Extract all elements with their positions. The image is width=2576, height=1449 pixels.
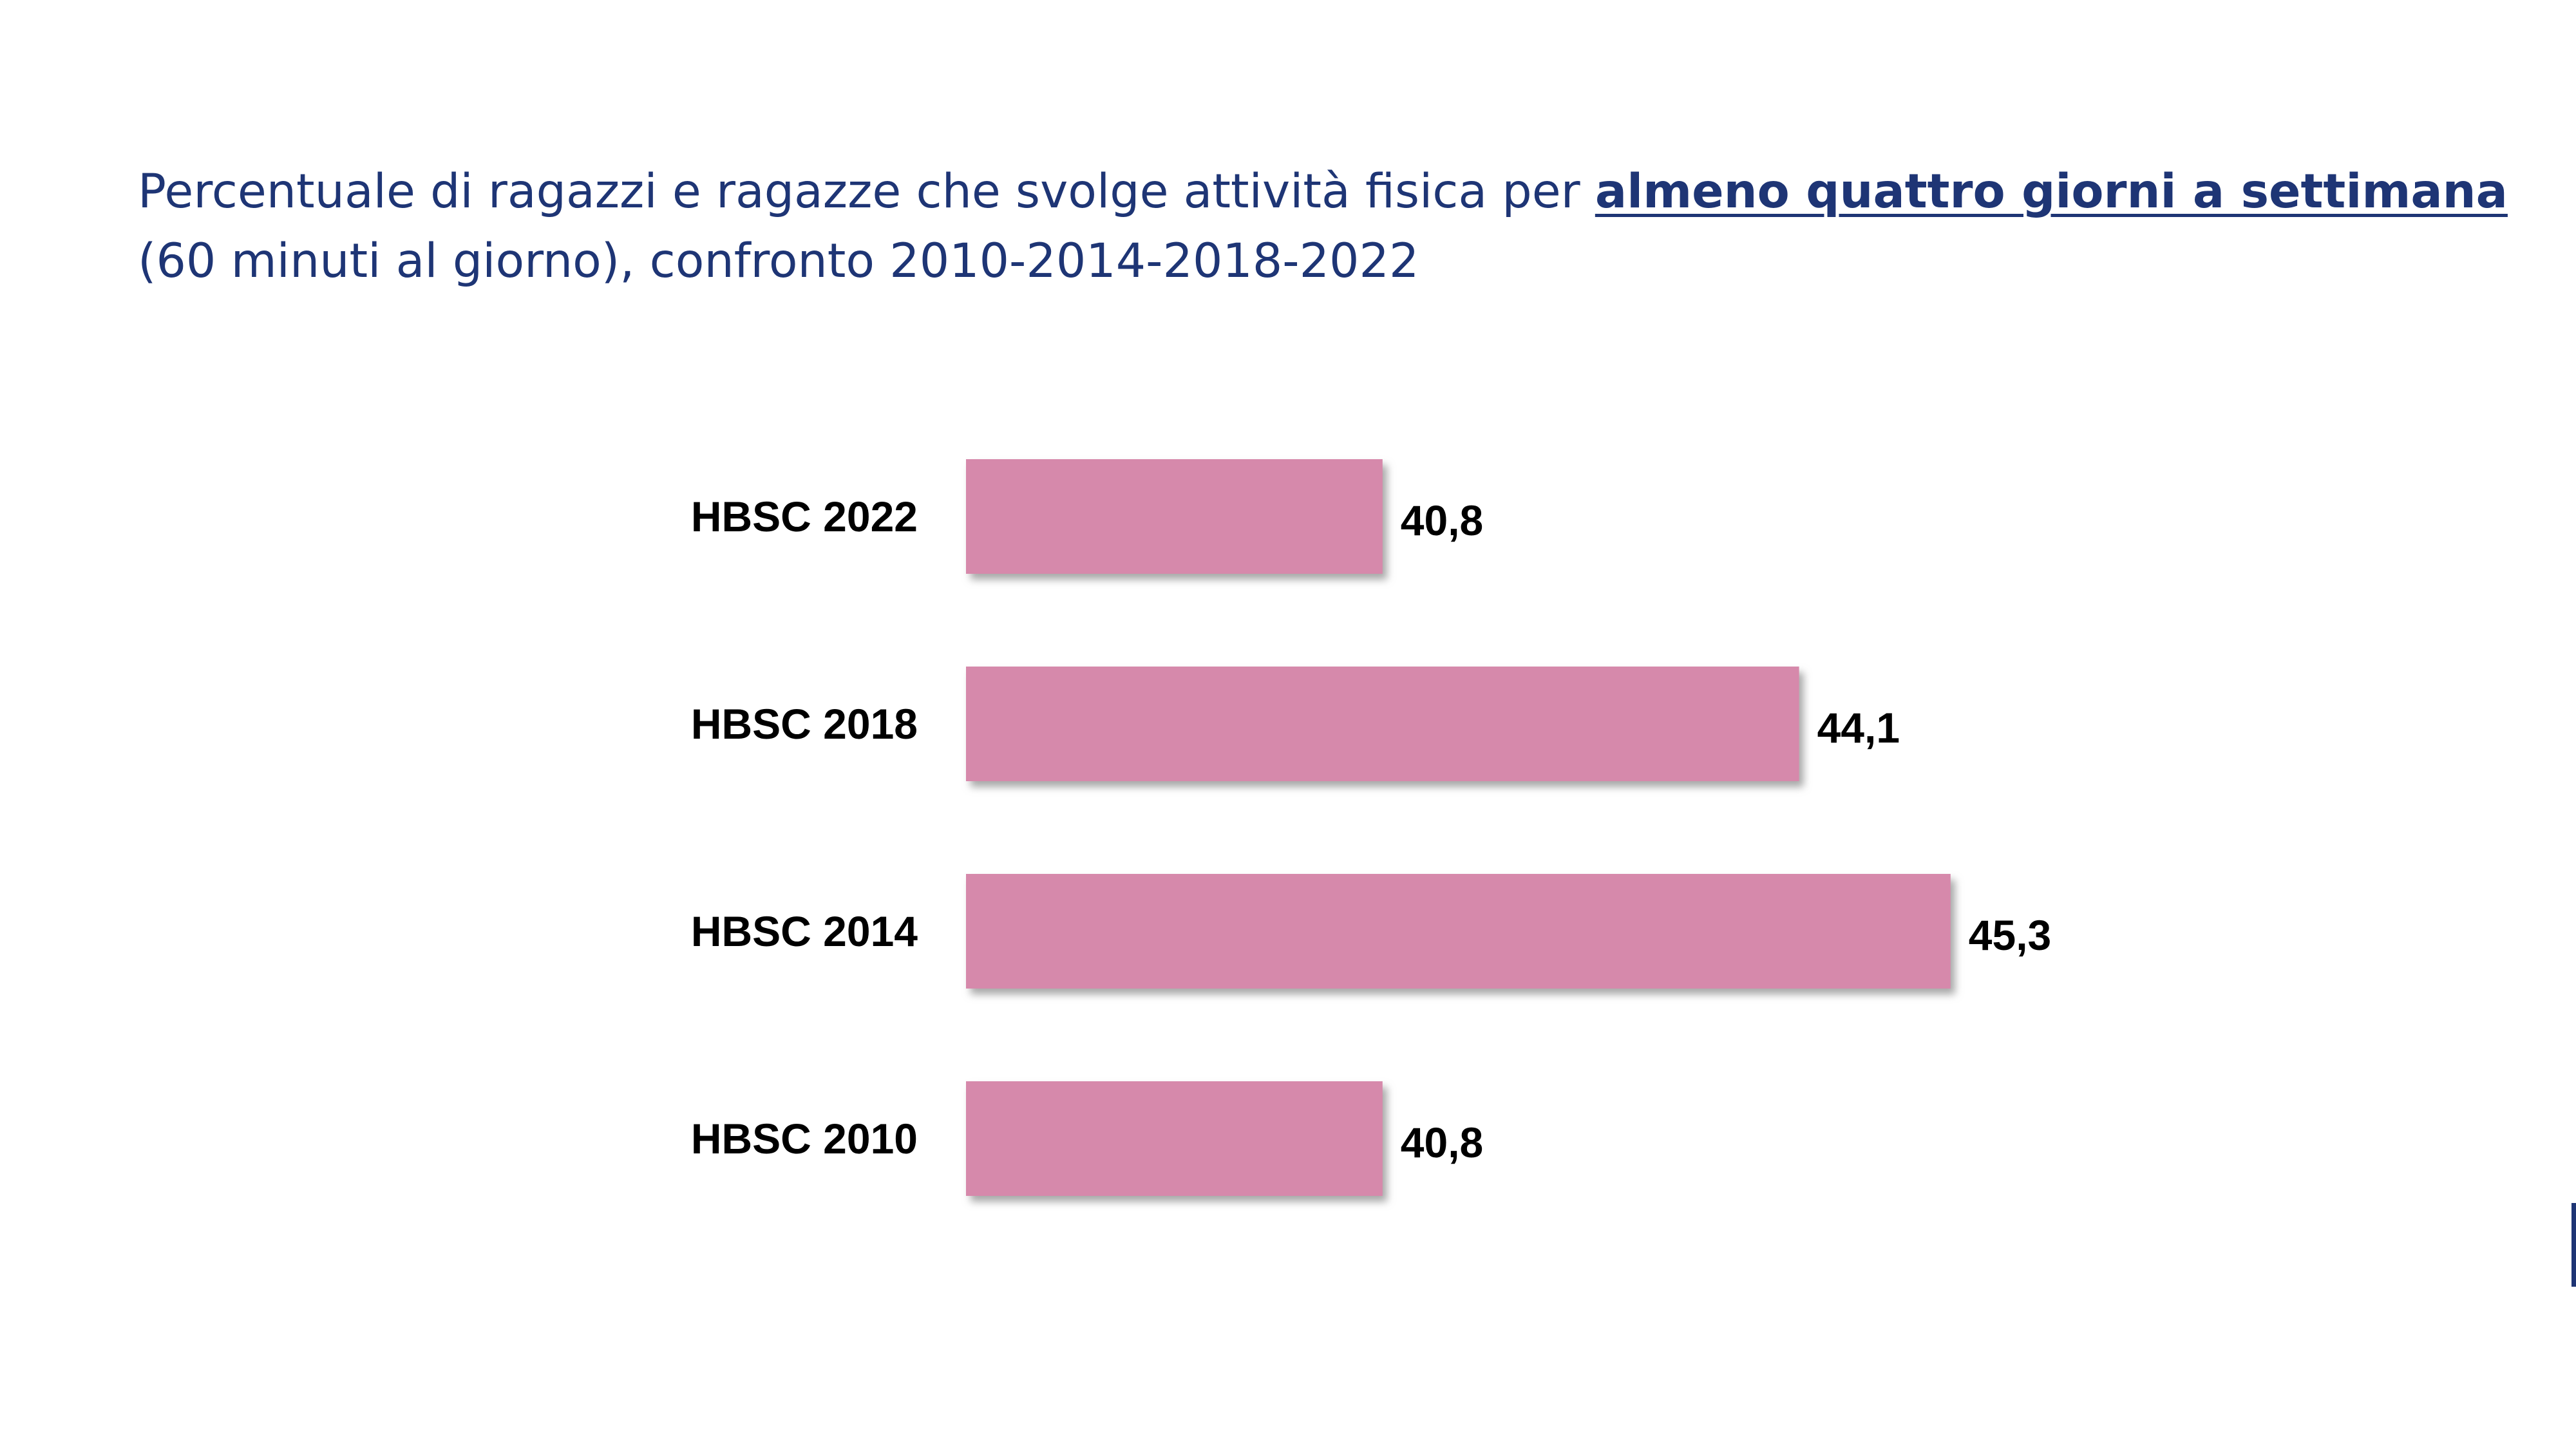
- bar-hbsc-2018: [966, 667, 1799, 781]
- bar-hbsc-2010: [966, 1081, 1383, 1196]
- value-label: 40,8: [1401, 1119, 1483, 1166]
- category-label: HBSC 2010: [691, 1115, 918, 1162]
- title-prefix: Percentuale di ragazzi e ragazze che svo…: [138, 164, 1595, 219]
- bars-group: HBSC 2022 40,8 HBSC 2018 44,1 HBSC 2014 45,3 H…: [691, 459, 2051, 1196]
- value-label: 45,3: [1969, 911, 2051, 959]
- value-label: 40,8: [1401, 497, 1483, 544]
- category-label: HBSC 2018: [691, 700, 918, 748]
- category-label: HBSC 2022: [691, 493, 918, 540]
- bar-hbsc-2014: [966, 874, 1951, 989]
- title-line-2: (60 minuti al giorno), confronto 2010-20…: [138, 234, 1419, 289]
- bar-hbsc-2022: [966, 459, 1383, 574]
- title-highlight: almeno quattro giorni a settimana: [1595, 164, 2508, 219]
- slide-edge-mark: [2571, 1203, 2576, 1287]
- value-label: 44,1: [1817, 704, 1900, 752]
- chart-title: Percentuale di ragazzi e ragazze che svo…: [138, 157, 2521, 296]
- category-label: HBSC 2014: [691, 907, 918, 955]
